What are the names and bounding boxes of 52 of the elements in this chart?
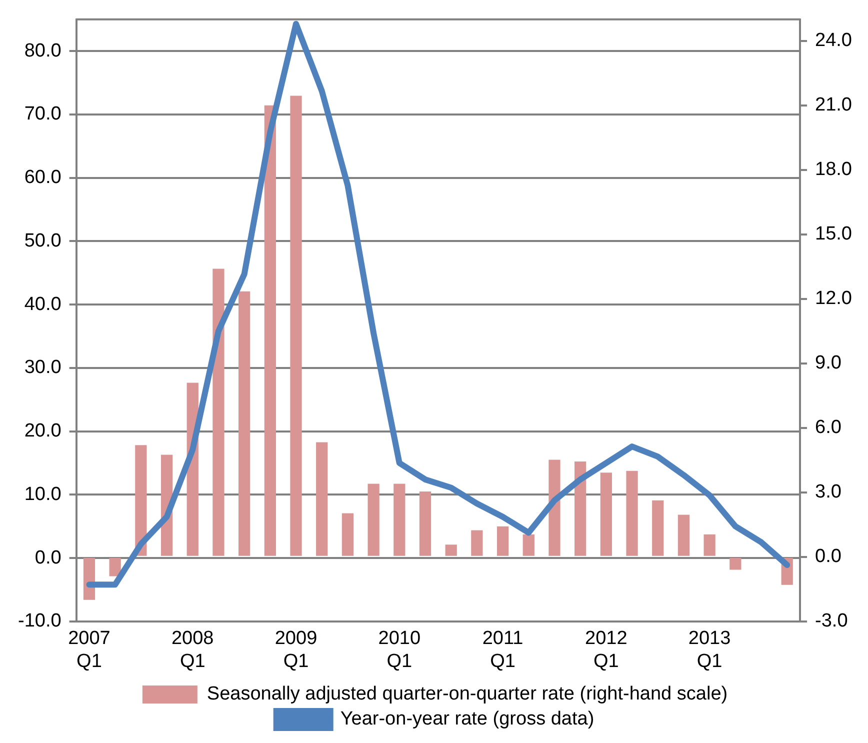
bar — [496, 526, 509, 556]
x-tick-label: 2010 Q1 — [378, 628, 421, 672]
x-tick-label: 2007 Q1 — [68, 628, 110, 672]
y2-tick-label: 24.0 — [815, 30, 852, 52]
y-tick-label: 80.0 — [24, 40, 62, 62]
bar — [445, 544, 457, 556]
x-tick-label: 2012 Q1 — [585, 628, 628, 672]
bar — [730, 558, 742, 570]
y-tick-label: 10.0 — [24, 484, 62, 505]
bar — [212, 268, 224, 556]
bar — [394, 484, 406, 556]
bar — [548, 460, 560, 556]
y-tick-label: 60.0 — [24, 167, 62, 188]
y-tick-label: 50.0 — [24, 230, 62, 252]
y2-tick-label: 0.0 — [815, 546, 842, 568]
bar — [626, 470, 638, 556]
y-tick-label: 0.0 — [34, 547, 62, 568]
x-tick-label: 2013 Q1 — [688, 628, 731, 672]
y2-tick-label: 12.0 — [815, 288, 852, 310]
y2-tick-label: 15.0 — [815, 224, 852, 245]
legend-label: Seasonally adjusted quarter-on-quarter rate (right-hand scale) — [206, 684, 728, 705]
bar — [600, 472, 612, 556]
x-tick-label: 2008 Q1 — [171, 628, 214, 672]
bar — [290, 96, 302, 556]
bar — [264, 105, 276, 556]
legend-label: Year-on-year rate (gross data) — [340, 708, 594, 730]
bar — [574, 461, 586, 556]
y2-tick-label: 6.0 — [815, 417, 842, 438]
bar — [678, 514, 690, 556]
bar — [522, 534, 534, 556]
bar — [238, 291, 250, 556]
y-tick-label: 40.0 — [24, 294, 62, 315]
y2-tick-label: 9.0 — [815, 352, 842, 374]
x-tick-label: 2011 Q1 — [482, 628, 524, 672]
x-tick-label: 2009 Q1 — [274, 628, 318, 672]
y-tick-label: -10.0 — [18, 610, 62, 632]
y-tick-label: 70.0 — [24, 104, 62, 125]
y2-tick-label: 3.0 — [815, 482, 842, 503]
bar — [342, 513, 354, 556]
bar — [704, 534, 716, 556]
bar — [419, 492, 432, 556]
bar — [316, 442, 328, 556]
y2-tick-label: 18.0 — [815, 159, 852, 180]
bar — [368, 484, 380, 556]
y-tick-label: 20.0 — [24, 420, 62, 442]
bar — [471, 530, 483, 556]
bar — [135, 445, 147, 556]
bar — [109, 558, 121, 576]
y-tick-label: 30.0 — [24, 357, 62, 378]
y2-tick-label: 21.0 — [815, 94, 852, 116]
bar — [652, 500, 664, 556]
y2-tick-label: -3.0 — [815, 610, 848, 632]
